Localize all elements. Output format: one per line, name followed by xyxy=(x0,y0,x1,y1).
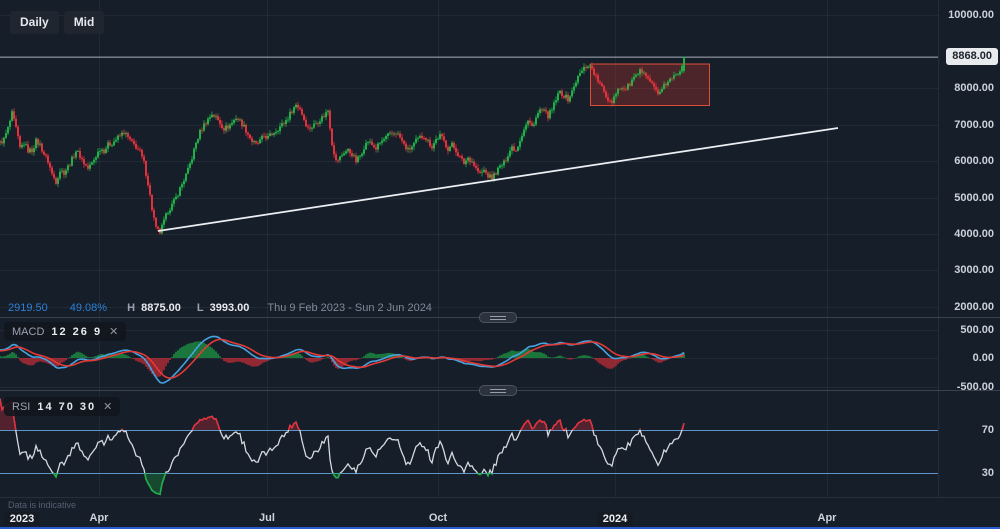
axis-tick-label: 30 xyxy=(981,467,994,479)
axis-tick-label: 10000.00 xyxy=(948,9,994,21)
status-line: 2919.50 49.08% H 8875.00 L 3993.00 Thu 9… xyxy=(8,302,432,314)
axis-tick-label: 500.00 xyxy=(960,324,994,336)
period-high: H 8875.00 xyxy=(127,302,181,314)
interval-toolbar: Daily Mid xyxy=(10,11,105,34)
rsi-indicator-label[interactable]: RSI 14 70 30 ✕ xyxy=(4,397,121,416)
axis-tick-label: 5000.00 xyxy=(954,192,994,204)
current-price-label: 8868.00 xyxy=(946,48,998,65)
rsi-params: 14 70 30 xyxy=(37,400,97,413)
data-indicative-note: Data is indicative xyxy=(8,500,77,510)
time-axis[interactable]: 2023 Apr Jul Oct 2024 Apr xyxy=(0,497,1000,529)
axis-tick-label: 2000.00 xyxy=(954,301,994,313)
interval-daily-button[interactable]: Daily xyxy=(10,11,59,34)
axis-tick-label: 7000.00 xyxy=(954,119,994,131)
pane-resize-handle-rsi[interactable] xyxy=(479,385,517,396)
time-tick-label: Oct xyxy=(428,512,448,524)
time-tick-label: Apr xyxy=(89,512,109,524)
pricing-mid-button[interactable]: Mid xyxy=(63,11,105,34)
macd-params: 12 26 9 xyxy=(51,325,103,338)
grip-icon xyxy=(490,315,506,317)
time-tick-label: Apr xyxy=(817,512,837,524)
axis-tick-label: 6000.00 xyxy=(954,155,994,167)
pane-resize-handle-macd[interactable] xyxy=(479,312,517,323)
axis-tick-label: 70 xyxy=(981,424,994,436)
axis-tick-label: 8000.00 xyxy=(954,82,994,94)
high-prefix: H xyxy=(127,302,136,314)
rsi-close-icon[interactable]: ✕ xyxy=(103,401,113,413)
low-value: 3993.00 xyxy=(209,302,250,314)
macd-indicator-label[interactable]: MACD 12 26 9 ✕ xyxy=(4,322,127,341)
time-tick-label: 2023 xyxy=(3,512,41,526)
bottom-progress-bar xyxy=(0,526,1000,529)
time-tick-label: Jul xyxy=(259,512,275,524)
price-axis[interactable]: 8868.00 10000.00 8000.00 7000.00 6000.00 500… xyxy=(938,0,1000,497)
axis-tick-label: 4000.00 xyxy=(954,228,994,240)
date-range: Thu 9 Feb 2023 - Sun 2 Jun 2024 xyxy=(267,302,432,314)
macd-close-icon[interactable]: ✕ xyxy=(109,326,119,338)
time-tick-label: 2024 xyxy=(596,512,634,526)
axis-tick-label: -500.00 xyxy=(956,381,994,393)
period-low: L 3993.00 xyxy=(197,302,250,314)
grip-icon xyxy=(490,388,506,390)
change-value: 2919.50 xyxy=(8,302,48,314)
rsi-name: RSI xyxy=(12,400,31,413)
macd-name: MACD xyxy=(12,325,45,338)
low-prefix: L xyxy=(196,302,204,314)
change-percent: 49.08% xyxy=(69,302,108,314)
high-value: 8875.00 xyxy=(141,302,181,314)
axis-tick-label: 3000.00 xyxy=(954,264,994,276)
axis-tick-label: 0.00 xyxy=(972,352,994,364)
